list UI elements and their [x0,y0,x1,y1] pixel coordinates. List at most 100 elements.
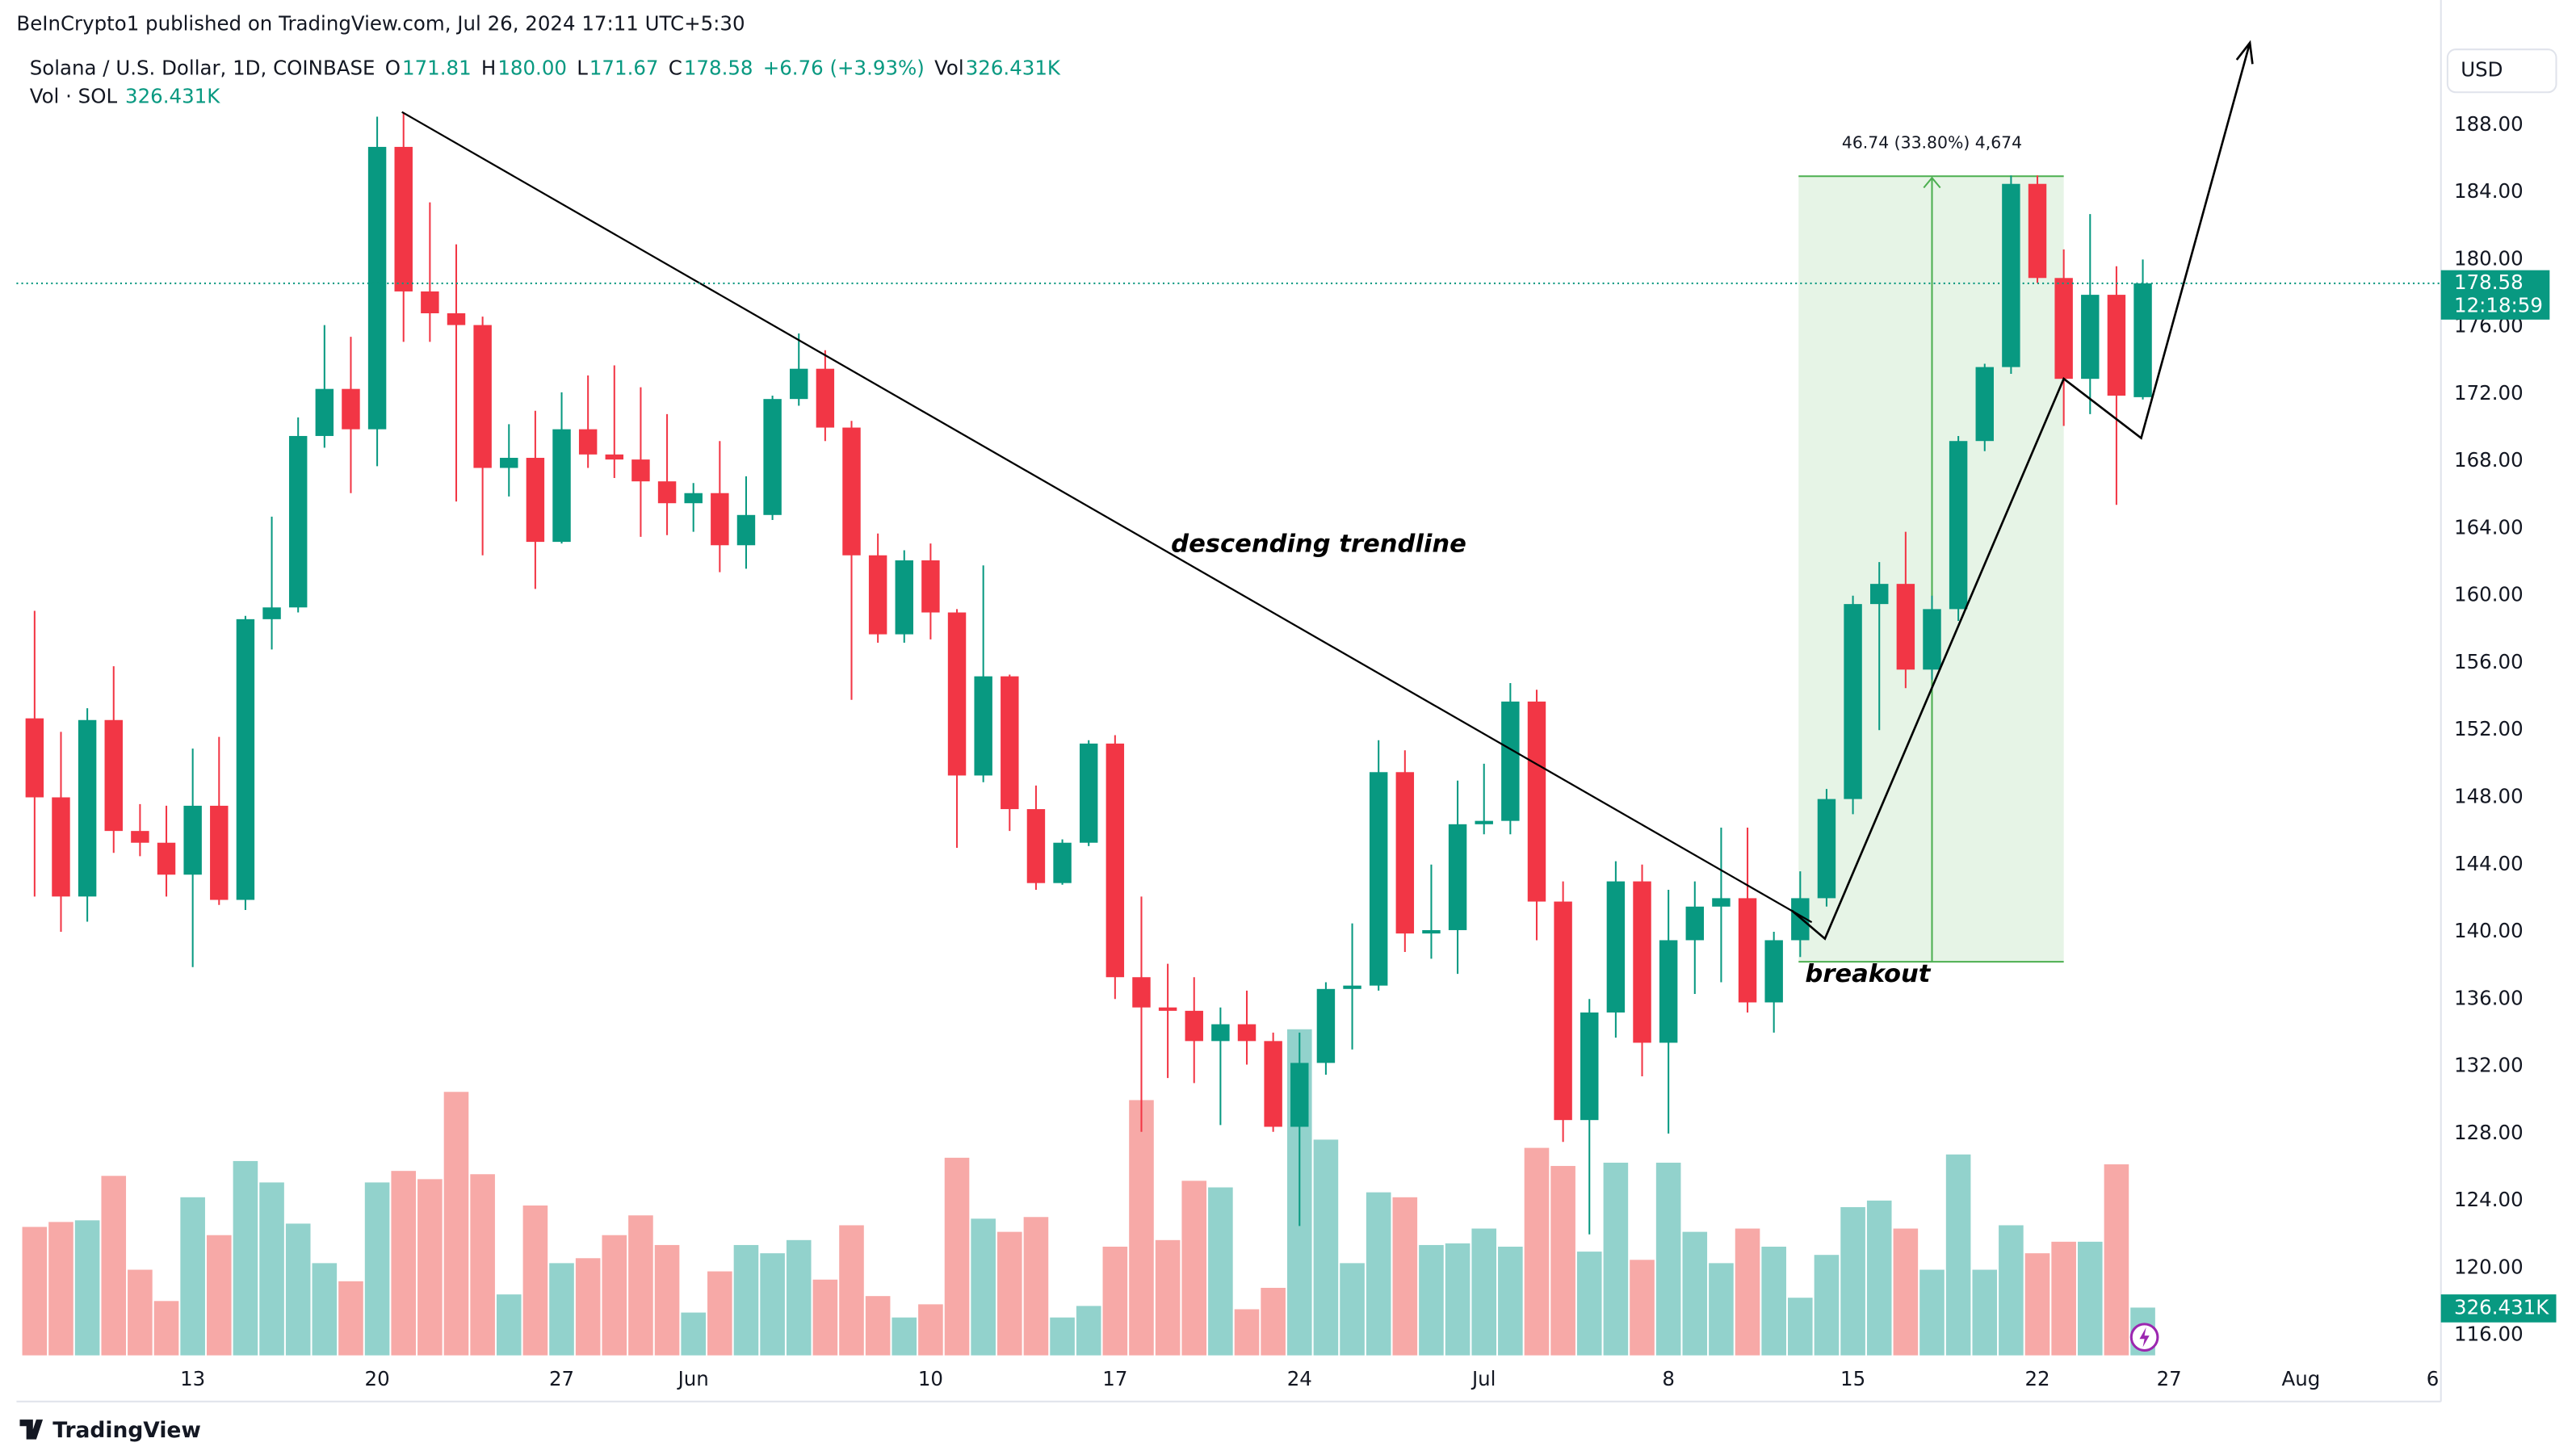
y-tick-label: 140.00 [2454,919,2524,942]
candle-body [1105,743,1125,978]
volume-bar [1655,1162,1681,1356]
y-tick-label: 164.00 [2454,515,2524,539]
volume-bar [786,1239,812,1356]
x-tick-label: 10 [918,1367,943,1390]
candle-body [1448,824,1467,930]
measure-arrowhead [1923,176,1941,189]
volume-bar [1972,1269,1998,1356]
candle-body [526,458,545,543]
candle-body [1844,604,1862,799]
volume-bar [1866,1200,1892,1356]
currency-button[interactable] [2446,48,2557,94]
y-tick-label: 136.00 [2454,986,2524,1009]
candle-body [236,618,255,900]
volume-bar [2024,1253,2050,1356]
trendline [401,111,1813,924]
candle-body [816,368,835,428]
trendline-label: descending trendline [1171,530,1466,559]
y-tick-label: 132.00 [2454,1054,2524,1077]
candle-body [52,797,70,897]
candles [25,113,2152,1235]
currency[interactable]: USD [2461,58,2503,82]
volume-bar [285,1223,311,1356]
y-tick-label: 160.00 [2454,583,2524,606]
breakout-label: breakout [1805,960,1931,988]
candle-body [1501,701,1520,821]
legend-value: 171.81 [402,57,472,80]
x-tick-label: 13 [180,1367,205,1390]
x-tick-label: 15 [1840,1367,1865,1390]
candle-body [1001,676,1019,810]
volume-bar [760,1253,785,1356]
volume-bar [1340,1263,1365,1356]
candle-body [921,560,940,613]
candle-body [1079,743,1098,843]
candle-body [78,719,97,897]
volume-bar [101,1176,127,1356]
volume-bar [971,1218,996,1356]
volume-bar [892,1317,917,1356]
volume-bar [470,1174,495,1356]
volume-bar [1471,1228,1497,1356]
candle-body [1185,1010,1203,1042]
volume-bar [1999,1225,2024,1356]
volume-bar [522,1205,548,1356]
legend: Solana / U.S. Dollar, 1D, COINBASE Vol ·… [30,57,1061,108]
candle-body [1264,1041,1282,1127]
candle-body [2133,283,2152,397]
volume-bar [128,1269,153,1356]
volume-bar [1445,1243,1471,1356]
candle-body [1422,929,1441,934]
alert-bolt [2139,1327,2150,1348]
candle-body [1817,799,1836,899]
candle-body [157,842,176,875]
candle-body [394,146,413,291]
footer: TradingView [52,1418,201,1443]
last-volume: 326.431K [2454,1295,2549,1319]
x-tick-label: 6 [2427,1367,2440,1390]
candle-body [315,388,334,436]
volume-bar [2051,1241,2076,1356]
y-tick-label: 184.00 [2454,179,2524,203]
volume-bar [681,1312,706,1356]
candle-body [104,719,123,832]
volume-bar [1603,1162,1629,1356]
volume-bar [206,1235,232,1356]
legend-value: 171.67 [589,57,659,80]
legend-key: O [385,57,401,80]
candle-body [974,676,992,776]
candle-body [868,555,887,635]
volume-bar [259,1182,284,1356]
projection-arrowhead [2235,40,2254,65]
y-tick-label: 128.00 [2454,1121,2524,1144]
volume-bar [443,1092,469,1356]
y-tick-label: 124.00 [2454,1188,2524,1211]
candle-body [1211,1024,1230,1042]
x-tick-label: 27 [549,1367,574,1390]
candle-body [895,560,913,635]
volume-bar [48,1222,73,1356]
candle-body [367,146,387,430]
legend-value: 180.00 [497,57,567,80]
candle-body [1764,940,1783,1003]
volume-bar [839,1225,864,1356]
legend-key: Vol [934,57,964,80]
y-tick-label: 156.00 [2454,650,2524,673]
candle-body [605,454,624,460]
x-tick-label: 20 [365,1367,390,1390]
candle-body [736,514,756,546]
volume-legend-value: 326.431K [125,84,220,107]
candle-body [1527,701,1546,902]
volume-bar [364,1182,390,1356]
volume-bar [1208,1187,1233,1356]
candle-body [711,493,729,546]
volume-bar [865,1296,891,1356]
volume-bar [1550,1166,1575,1356]
y-tick-label: 152.00 [2454,717,2524,740]
volume-bar [997,1231,1022,1356]
candle-body [1343,985,1361,989]
volume-bar [1735,1228,1760,1356]
legend-key: L [577,57,588,80]
volume-bar [1761,1246,1786,1356]
